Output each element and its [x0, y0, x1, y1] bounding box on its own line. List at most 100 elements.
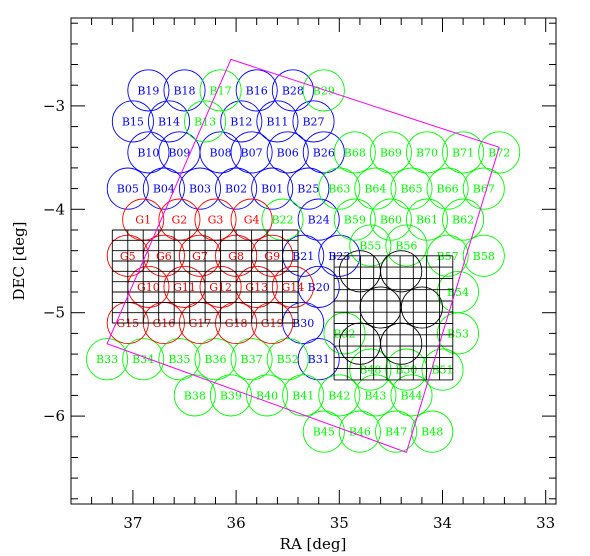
field-circle [369, 131, 412, 174]
field-label: B07 [241, 146, 263, 159]
field-label: B37 [241, 353, 263, 366]
field-circle [106, 167, 149, 210]
survey-outline-polygon [106, 58, 500, 453]
field-circle [318, 374, 361, 417]
field-label: B29 [313, 84, 335, 97]
field-circle [426, 167, 469, 210]
field-circle [256, 100, 299, 143]
field-label: B04 [153, 183, 175, 196]
field-circle [302, 410, 345, 453]
field-circle [411, 410, 454, 453]
field-circle [462, 167, 505, 210]
field-circle [400, 286, 443, 329]
field-circle [421, 348, 464, 391]
field-label: B27 [302, 115, 324, 128]
x-tick-label: 33 [536, 514, 555, 532]
field-circle [271, 69, 314, 112]
y-tick-label: −6 [43, 407, 65, 425]
field-label: G11 [173, 281, 196, 294]
field-label: B51 [431, 364, 453, 377]
field-circle [405, 131, 449, 174]
field-circle [266, 338, 309, 381]
field-label: G7 [192, 250, 208, 263]
field-circle [122, 338, 165, 381]
field-circle [333, 198, 376, 241]
field-label: G4 [244, 214, 260, 227]
field-circle [323, 312, 366, 355]
field-circle [142, 167, 185, 210]
field-label: G15 [116, 317, 139, 330]
field-label: B62 [452, 214, 474, 227]
field-label: B38 [184, 389, 206, 402]
field-circle [297, 338, 340, 381]
field-circle [354, 167, 397, 210]
field-circle [442, 131, 485, 174]
field-label: B33 [96, 353, 118, 366]
field-circle [338, 410, 381, 453]
field-label: B14 [158, 115, 180, 128]
field-circle [111, 100, 154, 143]
field-label: B52 [277, 353, 299, 366]
field-circle [173, 374, 216, 417]
x-tick-label: 36 [227, 514, 246, 532]
field-label: B10 [137, 146, 159, 159]
y-tick-label: −5 [43, 304, 65, 322]
field-label: G10 [137, 281, 160, 294]
field-label: B46 [349, 426, 371, 439]
field-label: B36 [204, 353, 226, 366]
field-label: B25 [297, 183, 319, 196]
field-circle [390, 167, 433, 210]
axis-ticks: 37 36 35 34 33 −3 −4 −5 −6 [43, 18, 556, 532]
field-label: B67 [473, 183, 495, 196]
field-label: B66 [437, 183, 459, 196]
field-label: B09 [168, 146, 190, 159]
field-circle [209, 374, 252, 417]
field-label: B03 [189, 183, 211, 196]
field-label: G19 [261, 317, 284, 330]
field-circle [199, 69, 242, 112]
field-circle [369, 198, 412, 241]
field-circle [251, 167, 294, 210]
field-label: B32 [333, 327, 355, 340]
field-circle [127, 69, 170, 112]
field-label: B22 [271, 214, 293, 227]
field-circle [302, 131, 345, 174]
field-circle [246, 374, 289, 417]
field-label: B13 [194, 115, 216, 128]
field-label: B63 [328, 183, 350, 196]
field-label: B72 [488, 146, 510, 159]
field-label: G17 [189, 317, 212, 330]
field-label: B42 [328, 389, 350, 402]
field-label: B47 [385, 426, 407, 439]
field-label: G13 [245, 281, 268, 294]
field-label: B16 [246, 84, 268, 97]
field-circle [385, 224, 428, 267]
field-label: B18 [173, 84, 195, 97]
field-circle [287, 167, 330, 210]
field-label: B44 [400, 389, 422, 402]
field-label: B48 [359, 364, 381, 377]
field-circle [349, 348, 392, 391]
field-label: G6 [156, 250, 172, 263]
y-axis-label: DEC [deg] [10, 221, 28, 300]
field-circle [302, 69, 345, 112]
field-circle [127, 131, 170, 174]
field-circle [380, 250, 423, 293]
field-label: G3 [208, 214, 224, 227]
field-label: B43 [364, 389, 386, 402]
field-label: B30 [292, 317, 314, 330]
field-circle [354, 374, 397, 417]
field-label: B08 [210, 146, 232, 159]
overlay-layer [106, 58, 500, 453]
field-label: B71 [452, 146, 474, 159]
field-circle [436, 312, 480, 355]
field-label: B11 [266, 115, 288, 128]
field-label: B06 [277, 146, 299, 159]
field-label: G18 [225, 317, 248, 330]
field-label: B50 [395, 364, 417, 377]
field-label: B65 [400, 183, 422, 196]
field-circle [235, 69, 278, 112]
field-label: G2 [172, 214, 188, 227]
field-circle [385, 348, 428, 391]
field-circle [215, 167, 258, 210]
